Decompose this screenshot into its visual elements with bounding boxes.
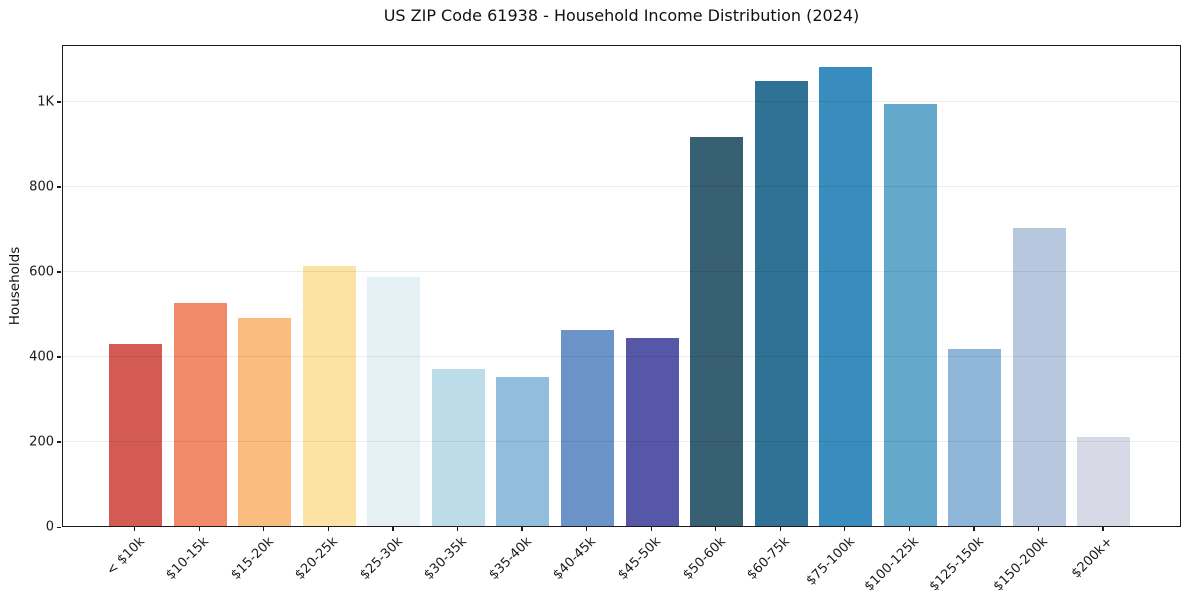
y-tick-label: 1K bbox=[37, 94, 54, 110]
bar bbox=[431, 369, 485, 526]
x-tick-mark bbox=[134, 527, 136, 531]
gridline bbox=[63, 186, 1180, 188]
x-tick-mark bbox=[521, 527, 523, 531]
bar bbox=[1012, 228, 1066, 526]
y-axis-label: Households bbox=[7, 246, 23, 326]
bar bbox=[238, 318, 292, 526]
bar bbox=[367, 276, 421, 526]
x-tick-label: < $10k bbox=[103, 534, 148, 579]
x-tick-mark bbox=[715, 527, 717, 531]
bar bbox=[883, 103, 937, 526]
x-tick-mark bbox=[327, 527, 330, 531]
bar bbox=[1077, 437, 1131, 526]
x-tick-mark bbox=[973, 527, 975, 531]
x-tick-mark bbox=[650, 527, 652, 531]
bar bbox=[625, 338, 679, 526]
y-tick-label: 0 bbox=[45, 519, 54, 535]
y-tick-label: 400 bbox=[29, 349, 54, 365]
bar bbox=[496, 377, 550, 526]
bar bbox=[173, 302, 227, 526]
y-tick-mark bbox=[57, 101, 61, 103]
plot-area bbox=[62, 45, 1181, 527]
bar bbox=[948, 349, 1002, 526]
gridline bbox=[63, 101, 1180, 103]
chart-title: US ZIP Code 61938 - Household Income Dis… bbox=[383, 6, 860, 25]
y-tick-label: 800 bbox=[29, 179, 54, 195]
y-tick-label: 600 bbox=[29, 264, 54, 280]
x-tick-mark bbox=[456, 527, 459, 531]
bar bbox=[690, 137, 744, 526]
gridline bbox=[63, 271, 1180, 273]
y-tick-mark bbox=[57, 441, 61, 443]
y-tick-mark bbox=[57, 526, 61, 528]
x-tick-mark bbox=[263, 527, 265, 531]
y-tick-mark bbox=[57, 186, 61, 188]
bar bbox=[302, 265, 356, 526]
x-tick-mark bbox=[1037, 527, 1040, 531]
x-tick-mark bbox=[585, 527, 588, 531]
gridline bbox=[63, 441, 1180, 443]
x-tick-mark bbox=[198, 527, 200, 531]
bar bbox=[560, 330, 614, 526]
bar bbox=[754, 80, 808, 526]
x-tick-mark bbox=[392, 527, 394, 531]
gridline bbox=[63, 356, 1180, 358]
y-tick-label: 200 bbox=[29, 434, 54, 450]
bar bbox=[819, 66, 873, 526]
x-tick-mark bbox=[779, 527, 781, 531]
x-tick-mark bbox=[844, 527, 846, 531]
y-tick-mark bbox=[57, 271, 61, 273]
y-tick-mark bbox=[57, 356, 61, 358]
x-tick-mark bbox=[1102, 527, 1104, 531]
x-tick-mark bbox=[908, 527, 910, 531]
bar bbox=[109, 344, 163, 526]
